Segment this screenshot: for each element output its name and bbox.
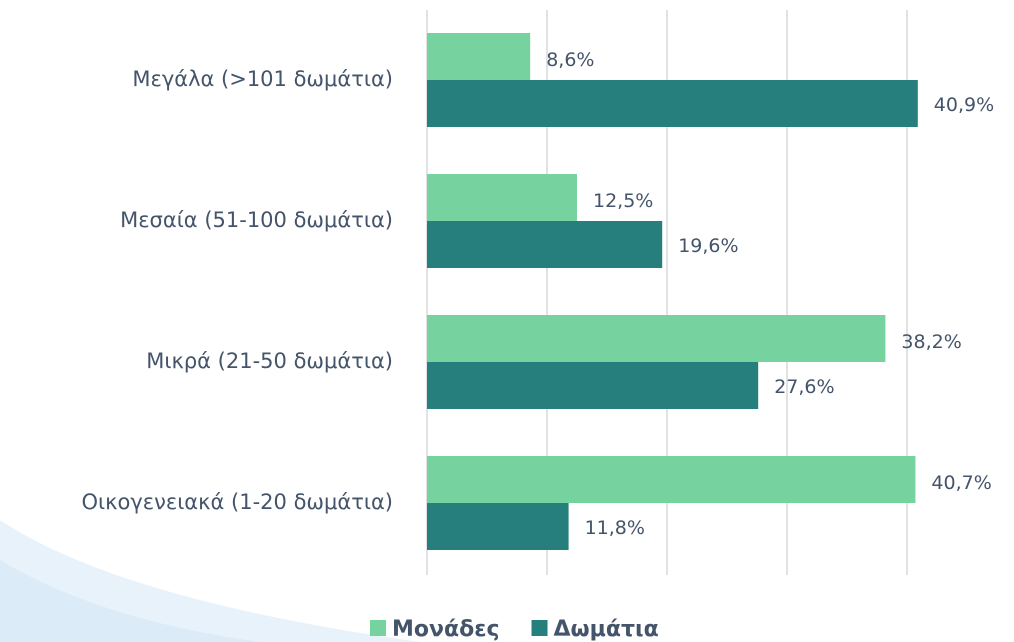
bar	[427, 456, 916, 503]
legend-label: Δωμάτια	[554, 617, 659, 642]
legend-swatch	[370, 620, 386, 636]
data-label: 11,8%	[585, 517, 645, 539]
category-label: Οικογενειακά (1-20 δωμάτια)	[81, 490, 393, 514]
data-label: 40,7%	[931, 472, 991, 494]
category-label: Μεσαία (51-100 δωμάτια)	[120, 208, 393, 232]
legend-swatch	[531, 620, 548, 636]
bar	[427, 315, 886, 362]
bar	[427, 362, 759, 409]
bar	[427, 33, 531, 80]
data-label: 38,2%	[901, 331, 961, 353]
bar	[427, 174, 577, 221]
data-label: 40,9%	[934, 94, 994, 116]
bar	[427, 221, 663, 268]
bar	[427, 503, 569, 550]
data-label: 19,6%	[678, 235, 738, 257]
background-swoosh	[0, 560, 260, 642]
legend-label: Μονάδες	[392, 617, 500, 642]
category-label: Μεγάλα (>101 δωμάτια)	[132, 67, 393, 91]
category-label: Μικρά (21-50 δωμάτια)	[146, 349, 393, 373]
data-label: 27,6%	[774, 376, 834, 398]
bar	[427, 80, 918, 127]
data-label: 12,5%	[593, 190, 653, 212]
data-label: 8,6%	[546, 49, 594, 71]
